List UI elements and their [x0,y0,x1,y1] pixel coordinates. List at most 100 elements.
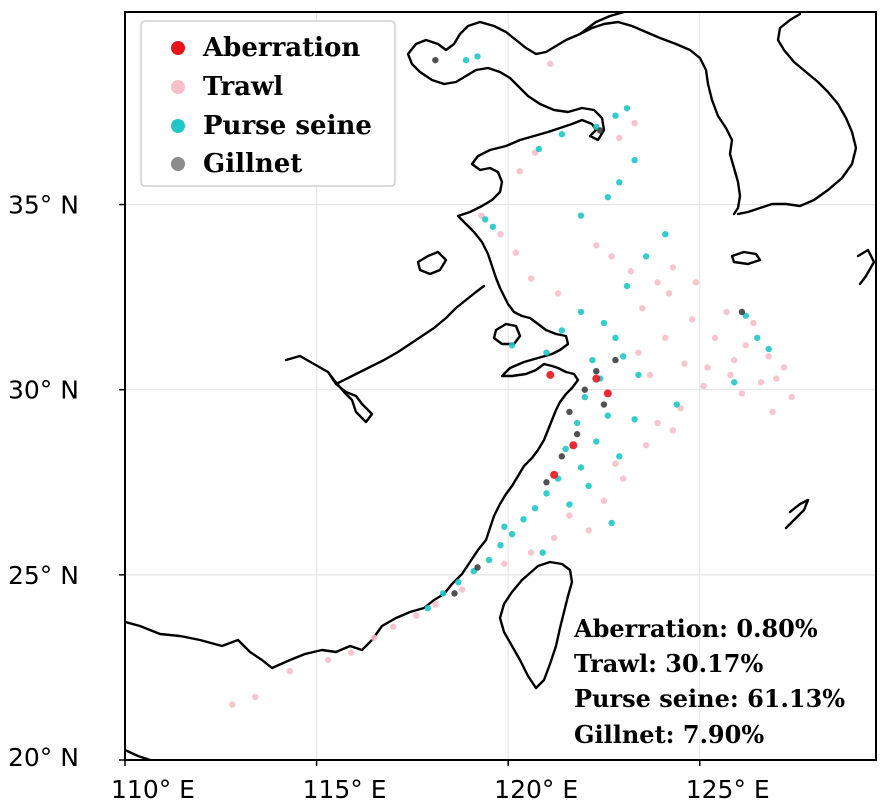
point-trawl-35 [550,534,558,542]
point-purse-seine-14 [485,556,493,564]
point-gillnet-0 [593,367,600,375]
point-purse-seine-4 [573,419,581,427]
point-purse-seine-36 [623,105,631,112]
point-purse-seine-7 [577,464,585,471]
point-purse-seine-52 [608,519,615,527]
point-trawl-40 [413,612,420,619]
yangtze-line [284,354,374,424]
point-trawl-58 [669,264,677,271]
point-gillnet-1 [581,386,588,393]
point-purse-seine-39 [577,212,585,219]
point-trawl-26 [738,390,746,397]
point-trawl-21 [654,279,661,286]
point-purse-seine-19 [619,353,627,360]
point-trawl-34 [585,527,592,534]
hongze-lake [416,250,448,276]
point-gillnet-11 [612,356,619,364]
stat-trawl: Trawl: 30.17% [574,649,763,678]
point-purse-seine-31 [642,253,650,260]
point-trawl-7 [788,393,795,401]
point-trawl-0 [639,305,646,312]
point-purse-seine-12 [508,530,516,538]
point-trawl-22 [627,268,634,275]
point-trawl-32 [600,497,608,504]
point-purse-seine-2 [581,393,588,401]
point-purse-seine-29 [566,501,573,508]
point-purse-seine-38 [604,193,611,201]
point-purse-seine-41 [489,223,497,230]
point-trawl-46 [252,693,259,701]
point-gillnet-5 [543,479,550,486]
point-trawl-19 [635,349,642,356]
legend-marker-gillnet [171,157,185,171]
point-purse-seine-10 [531,504,539,512]
point-trawl-41 [390,623,397,630]
point-trawl-4 [731,356,738,364]
point-trawl-52 [497,230,504,238]
point-gillnet-4 [558,453,566,460]
x-tick-label-1: 115° E [303,775,387,804]
point-purse-seine-3 [604,412,611,419]
point-trawl-30 [612,460,619,467]
point-trawl-8 [769,408,776,416]
x-tick-label-3: 125° E [686,775,770,804]
vessel-points [229,53,795,708]
point-trawl-44 [324,656,332,664]
point-trawl-12 [654,419,661,427]
point-purse-seine-20 [635,371,642,379]
point-trawl-10 [700,382,707,390]
point-trawl-20 [704,364,711,371]
point-aberration-3 [592,374,601,383]
point-purse-seine-49 [535,145,543,153]
point-trawl-48 [516,168,523,175]
point-trawl-33 [566,512,573,519]
point-trawl-27 [773,375,780,382]
point-purse-seine-11 [520,516,527,523]
point-purse-seine-18 [424,604,431,612]
point-trawl-38 [458,586,466,593]
point-purse-seine-28 [585,482,592,490]
y-tick-label-3: 35° N [8,191,79,220]
point-trawl-5 [757,379,765,386]
point-purse-seine-40 [481,216,489,223]
point-purse-seine-23 [577,308,585,316]
point-trawl-24 [593,242,600,249]
east-islands [856,248,876,286]
point-purse-seine-25 [543,349,550,356]
point-purse-seine-53 [539,549,546,556]
point-purse-seine-33 [616,179,623,186]
point-purse-seine-32 [662,230,669,238]
legend-label-purse-seine: Purse seine [203,111,372,141]
point-trawl-9 [742,342,749,349]
stat-aberration: Aberration: 0.80% [573,614,818,643]
point-trawl-23 [608,253,615,260]
point-trawl-15 [750,319,757,327]
legend-label-trawl: Trawl [203,72,283,102]
yangtze-upper [334,284,486,386]
point-purse-seine-42 [508,342,516,349]
legend-box [140,20,396,187]
stat-purse-seine: Purse seine: 61.13% [574,684,845,713]
point-aberration-2 [550,470,559,479]
point-gillnet-8 [738,308,746,316]
point-trawl-50 [547,60,554,68]
legend-marker-purse-seine [171,119,185,133]
taihu-lake [492,322,522,346]
point-purse-seine-47 [673,401,680,408]
coastlines [125,12,876,760]
point-trawl-47 [229,701,236,708]
point-purse-seine-46 [731,379,738,386]
point-gillnet-12 [566,408,573,416]
x-axis: 110° E 115° E 120° E 125° E [111,760,770,804]
point-trawl-31 [619,475,627,482]
legend-label-aberration: Aberration [202,33,360,63]
mainland-coastline [125,20,742,670]
point-trawl-17 [662,334,669,342]
point-purse-seine-24 [558,327,566,334]
point-purse-seine-51 [474,53,481,60]
point-gillnet-10 [474,564,481,571]
stat-gillnet: Gillnet: 7.90% [574,720,764,749]
point-purse-seine-30 [623,282,631,290]
point-trawl-3 [711,334,719,342]
